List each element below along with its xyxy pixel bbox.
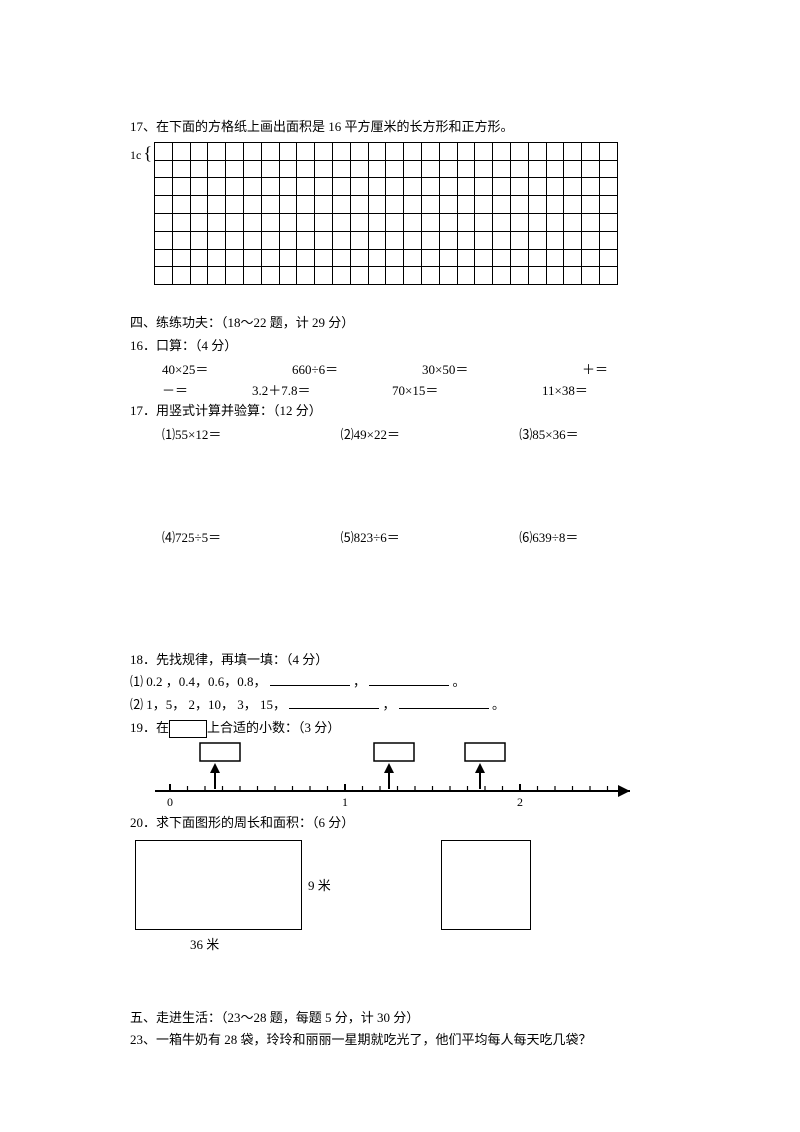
q19-pre: 19．在 [130, 720, 169, 735]
q16-title: 16．口算：（4 分） [130, 336, 680, 357]
q17b-r1c3: ⑶85×36＝ [519, 424, 680, 443]
period: 。 [453, 674, 466, 689]
q23-text: 23、一箱牛奶有 28 袋，玲玲和丽丽一星期就吃光了，他们平均每人每天吃几袋？ [130, 1030, 680, 1051]
q20-rectangle [135, 840, 302, 930]
q17b-row2: ⑷725÷5＝ ⑸823÷6＝ ⑹639÷8＝ [162, 527, 680, 546]
q16-row1: 40×25＝ 660÷6＝ 30×50＝ ＋＝ [162, 359, 680, 378]
q17b-r1c2: ⑵49×22＝ [341, 424, 520, 443]
q20-9m: 9 米 [308, 875, 331, 894]
number-line-svg: 0 1 2 [150, 741, 650, 811]
brace-icon: { [143, 144, 152, 162]
q20-36m: 36 米 [190, 934, 680, 953]
q16-row2: －＝ 3.2＋7.8＝ 70×15＝ 11×38＝ [162, 380, 680, 399]
comma: ， [383, 697, 396, 712]
number-line: 0 1 2 [150, 741, 650, 811]
q18-line2: ⑵ 1，5， 2，10， 3， 15， ， 。 [130, 695, 680, 716]
q17b-r2c2: ⑸823÷6＝ [341, 527, 520, 546]
blank [399, 696, 489, 709]
q19-title: 19．在 上合适的小数：（3 分） [130, 718, 680, 739]
q17b-row1: ⑴55×12＝ ⑵49×22＝ ⑶85×36＝ [162, 424, 680, 443]
inline-box-icon [169, 720, 207, 738]
q19-post: 上合适的小数：（3 分） [207, 720, 340, 735]
blank [289, 696, 379, 709]
q17-grid [154, 142, 618, 285]
blank [369, 673, 449, 686]
q18-line1: ⑴ 0.2 ，0.4，0.6，0.8， ， 。 [130, 672, 680, 693]
svg-text:2: 2 [517, 795, 523, 809]
q18-l2a: ⑵ 1，5， 2，10， 3， 15， [130, 697, 286, 712]
q16-r1c2: 660÷6＝ [292, 359, 422, 378]
q18-title: 18．先找规律，再填一填：（4 分） [130, 650, 680, 671]
blank [270, 673, 350, 686]
q18-l1a: ⑴ 0.2 ，0.4，0.6，0.8， [130, 674, 267, 689]
q16-r1c3: 30×50＝ [422, 359, 582, 378]
one-cm-label: 1c [130, 148, 141, 163]
q16-r1c4: ＋＝ [582, 359, 692, 378]
q17-grid-wrap: 1c { [130, 142, 680, 285]
q17b-r2c3: ⑹639÷8＝ [519, 527, 680, 546]
q20-title: 20．求下面图形的周长和面积：（6 分） [130, 813, 680, 834]
section4-heading: 四、练练功夫：（18～22 题，计 29 分） [130, 313, 680, 334]
svg-text:0: 0 [167, 795, 173, 809]
period: 。 [492, 697, 505, 712]
q16-r2c3: 70×15＝ [392, 380, 542, 399]
q17b-r2c1: ⑷725÷5＝ [162, 527, 341, 546]
q17b-title: 17．用竖式计算并验算：（12 分） [130, 401, 680, 422]
svg-text:1: 1 [342, 795, 348, 809]
q20-square [441, 840, 531, 930]
q16-r2c4: 11×38＝ [542, 380, 588, 399]
comma: ， [353, 674, 366, 689]
q16-r1c1: 40×25＝ [162, 359, 292, 378]
q16-r2c1: －＝ [162, 380, 252, 399]
q20-shapes: 9 米 [135, 840, 680, 930]
q16-r2c2: 3.2＋7.8＝ [252, 380, 392, 399]
q17b-r1c1: ⑴55×12＝ [162, 424, 341, 443]
q17-text: 17、在下面的方格纸上画出面积是 16 平方厘米的长方形和正方形。 [130, 117, 680, 138]
section5-heading: 五、走进生活：（23～28 题，每题 5 分，计 30 分） [130, 1008, 680, 1029]
